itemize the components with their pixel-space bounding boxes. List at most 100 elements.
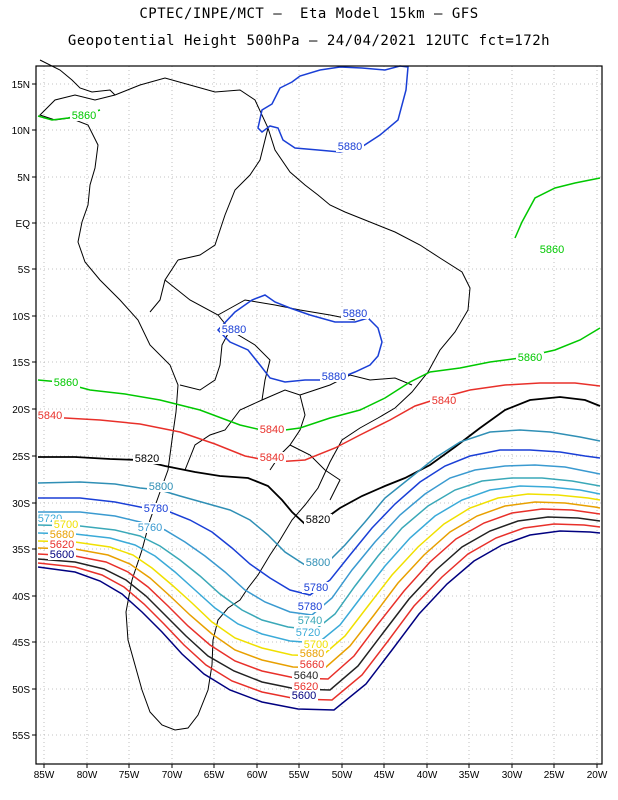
contour-label-5840: 5840 [432,395,456,407]
contour-lines [37,65,601,711]
latitude-tick-label: 20S [12,405,30,416]
contour-label-bg [220,324,248,335]
latitude-tick-label: 5N [17,173,30,184]
contour-label-bg [430,395,458,406]
latitude-tick-label: 15S [12,358,30,369]
latitude-tick-label: 10N [12,126,30,137]
contour-labels: 5880 5880 5880 5880 5860 5860 5860 5860 5840 5840… [36,110,566,702]
contour-label-bg [136,522,164,533]
title-line-2: Geopotential Height 500hPa – 24/04/2021 … [67,33,551,49]
contour-label-5880: 5880 [322,371,346,383]
longitude-tick-label: 60W [247,770,268,781]
contour-label-5840: 5840 [260,452,284,464]
contour-label-bg [142,503,170,514]
latitude-tick-label: 45S [12,638,30,649]
longitude-tick-label: 40W [417,770,438,781]
contour-label-bg [48,549,76,560]
contour-label-5820: 5820 [306,514,330,526]
longitude-tick-label: 35W [459,770,480,781]
map-frame [35,65,603,765]
coastline-borders [39,59,471,731]
latitude-tick-label: 5S [18,265,31,276]
longitude-tick-label: 70W [162,770,183,781]
contour-label-5740: 5740 [298,615,322,627]
longitude-tick-label: 50W [332,770,353,781]
contour-5840 [38,382,601,463]
contour-label-bg [320,371,348,382]
latitude-tick-label: 35S [12,545,30,556]
contour-label-bg [304,514,332,525]
contour-label-5800: 5800 [306,557,330,569]
contour-label-bg [302,582,330,593]
contour-label-bg [298,648,326,659]
contour-label-5880: 5880 [338,141,362,153]
contour-label-5860: 5860 [540,244,564,256]
longitude-tick-label: 25W [544,770,565,781]
contour-label-5640: 5640 [294,670,318,682]
longitude-tick-label: 85W [34,770,55,781]
contour-label-5680: 5680 [50,529,74,541]
contour-label-5780: 5780 [144,503,168,515]
contour-label-bg [538,244,566,255]
contour-label-bg [70,110,98,121]
latitude-tick-label: EQ [16,219,31,230]
contour-label-5880: 5880 [343,308,367,320]
contour-5880-north [257,65,409,153]
south-america-outline [39,77,471,731]
contour-label-5840: 5840 [260,424,284,436]
latitude-tick-label: 10S [12,312,30,323]
longitude-tick-label: 75W [119,770,140,781]
contour-label-bg [52,519,80,530]
latitude-tick-label: 40S [12,592,30,603]
contour-5880-central [216,294,383,383]
contour-label-5840: 5840 [38,410,62,422]
latitude-tick-label: 50S [12,685,30,696]
contour-label-bg [258,424,286,435]
latitude-axis: 15N 10N 5N EQ 5S 10S 15S 20S 25S 30S 35S 40S 45S 50S 5… [12,80,36,742]
contour-label-bg [302,639,330,650]
contour-label-bg [516,352,544,363]
longitude-tick-label: 30W [502,770,523,781]
contour-label-bg [52,377,80,388]
contour-label-bg [292,681,320,692]
contour-label-bg [304,557,332,568]
contour-label-bg [48,529,76,540]
contour-label-5600: 5600 [292,690,316,702]
latitude-tick-label: 55S [12,731,30,742]
contour-label-5600: 5600 [50,549,74,561]
contour-label-bg [336,141,364,152]
contour-label-5880: 5880 [222,324,246,336]
longitude-tick-label: 45W [374,770,395,781]
latitude-tick-label: 15N [12,80,30,91]
contour-label-5680: 5680 [300,648,324,660]
contour-label-bg [294,627,322,638]
contour-label-5700: 5700 [54,519,78,531]
contour-label-bg [296,601,324,612]
contour-label-bg [290,690,318,701]
contour-label-bg [147,481,175,492]
contour-label-bg [258,452,286,463]
contour-label-bg [341,308,369,319]
contour-5600 [37,530,601,711]
latitude-tick-label: 30S [12,499,30,510]
longitude-tick-label: 55W [289,770,310,781]
contour-label-bg [36,513,64,524]
contour-label-bg [296,615,324,626]
longitude-tick-label: 65W [204,770,225,781]
latitude-tick-label: 25S [12,452,30,463]
longitude-axis: 85W 80W 75W 70W 65W 60W 55W 50W 45W 40W 35W 30W 25W 2… [34,764,608,781]
contour-label-5780: 5780 [298,601,322,613]
longitude-tick-label: 20W [587,770,608,781]
country-borders [149,127,413,501]
contour-label-5860: 5860 [72,110,96,122]
contour-5860-main [37,327,601,433]
contour-5860-northeast [514,177,601,239]
longitude-tick-label: 80W [77,770,98,781]
contour-label-5820: 5820 [135,453,159,465]
contour-label-5620: 5620 [50,539,74,551]
contour-label-5760: 5760 [138,522,162,534]
contour-label-5860: 5860 [518,352,542,364]
contour-label-bg [36,410,64,421]
contour-label-5780: 5780 [304,582,328,594]
